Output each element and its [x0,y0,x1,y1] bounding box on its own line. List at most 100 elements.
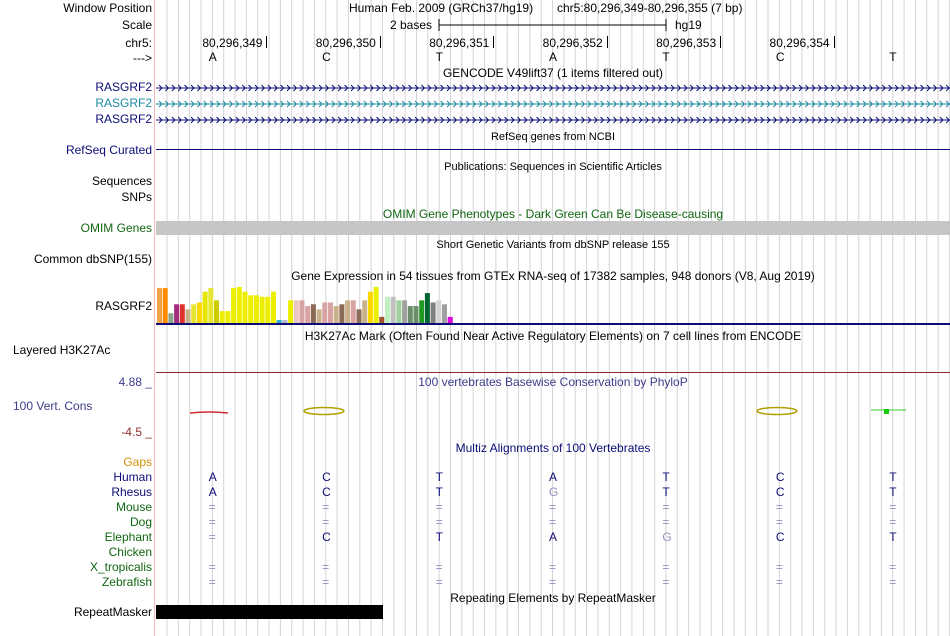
gtex-expression-chart[interactable] [156,284,950,326]
gtex-bar [373,287,379,323]
alignment-base: = [889,515,897,529]
label-dbsnp[interactable]: Common dbSNP(155) [33,252,152,266]
multiz-title[interactable]: Multiz Alignments of 100 Vertebrates [455,441,651,455]
gene-strand-arrow [945,100,950,108]
gene-strand-arrow [158,84,163,92]
gene-strand-arrow [446,116,451,124]
gene-strand-arrow [664,84,669,92]
assembly-name: Human Feb. 2009 (GRCh37/hg19) [349,1,534,15]
gene-strand-arrow [933,100,938,108]
ruler-tick [720,36,722,48]
gene-strand-arrow [734,116,739,124]
gtex-bar [362,300,368,323]
gene-strand-arrow [421,116,426,124]
gene-strand-arrow [395,116,400,124]
gene-strand-arrow [913,100,918,108]
gene-strand-arrow [561,84,566,92]
ruler-base: T [435,50,443,64]
species-chicken: Chicken [108,545,152,559]
gene-strand-arrow [683,116,688,124]
gene-strand-arrow [382,84,387,92]
gene-strand-arrow [939,100,944,108]
h3k27ac-title[interactable]: H3K27Ac Mark (Often Found Near Active Re… [304,329,802,343]
gene-strand-arrow [689,116,694,124]
gene-label-3[interactable]: RASGRF2 [95,112,152,126]
gtex-bar [248,295,254,323]
h3k27ac-baseline [156,372,950,373]
gene-strand-arrow [478,116,483,124]
alignment-base: = [549,575,557,589]
gene-strand-arrow [632,84,637,92]
image-left-border [154,0,155,636]
gene-strand-arrow [721,100,726,108]
label-refseq[interactable]: RefSeq Curated [65,143,152,157]
label-sequences[interactable]: Sequences [91,174,152,188]
gene-strand-arrow [811,100,816,108]
repeatmasker-element[interactable] [156,605,383,619]
gene-strand-arrow [472,116,477,124]
gene-strand-arrow [241,84,246,92]
gtex-bar [442,304,447,323]
gene-strand-arrow [440,84,445,92]
gene-strand-arrow [376,116,381,124]
gene-strand-arrow [600,84,605,92]
gtex-bar [179,304,185,323]
position-readout: chr5:80,296,349-80,296,355 (7 bp) [557,1,743,15]
omim-gene-block[interactable] [156,221,950,235]
gtex-bar [265,296,271,323]
gencode-title[interactable]: GENCODE V49lift37 (1 items filtered out) [442,66,664,80]
dbsnp-title[interactable]: Short Genetic Variants from dbSNP releas… [436,239,670,251]
gencode-gene-tracks[interactable] [156,80,950,126]
phylop-title[interactable]: 100 vertebrates Basewise Conservation by… [418,375,688,389]
gene-strand-arrow [267,84,272,92]
gene-strand-arrow [728,116,733,124]
repeatmasker-title[interactable]: Repeating Elements by RepeatMasker [450,591,656,605]
refseq-gene-line[interactable] [156,149,950,150]
gene-label-2[interactable]: RASGRF2 [95,96,152,110]
gene-strand-arrow [209,100,214,108]
gtex-bar [356,309,362,323]
gene-strand-arrow [805,116,810,124]
label-h3k27ac[interactable]: Layered H3K27Ac [13,343,111,357]
phylop-track[interactable] [156,400,950,422]
gene-strand-arrow [587,84,592,92]
gene-strand-arrow [856,100,861,108]
gene-strand-arrow [920,84,925,92]
gtex-bar [168,313,174,323]
alignment-base: = [775,575,783,589]
refseq-title[interactable]: RefSeq genes from NCBI [490,131,616,143]
gene-strand-arrow [677,84,682,92]
gene-strand-arrow [625,84,630,92]
gene-strand-arrow [382,116,387,124]
gene-strand-arrow [293,84,298,92]
gene-strand-arrow [363,100,368,108]
alignment-base: G [662,530,672,544]
gtex-bar [396,300,402,323]
gene-strand-arrow [433,84,438,92]
label-snps[interactable]: SNPs [121,190,152,204]
gene-strand-arrow [325,84,330,92]
gene-strand-arrow [926,116,931,124]
label-gtex[interactable]: RASGRF2 [95,299,152,313]
omim-title[interactable]: OMIM Gene Phenotypes - Dark Green Can Be… [382,207,724,221]
gene-strand-arrow [325,100,330,108]
gene-strand-arrow [645,84,650,92]
ruler-base: A [549,50,558,64]
gtex-title[interactable]: Gene Expression in 54 tissues from GTEx … [291,269,815,283]
gene-strand-arrow [817,116,822,124]
gene-label-1[interactable]: RASGRF2 [95,80,152,94]
gene-strand-arrow [453,116,458,124]
label-omim[interactable]: OMIM Genes [80,221,152,235]
publications-title[interactable]: Publications: Sequences in Scientific Ar… [444,161,662,173]
alignment-base: = [435,560,443,574]
gene-strand-arrow [369,84,374,92]
gene-strand-arrow [805,84,810,92]
gtex-bar [407,306,413,323]
gtex-bar [305,306,311,323]
label-phylop[interactable]: 100 Vert. Cons [13,399,93,413]
gtex-bar [202,291,208,323]
label-repeatmasker[interactable]: RepeatMasker [73,605,152,619]
gene-strand-arrow [657,84,662,92]
gene-strand-arrow [862,100,867,108]
gene-strand-arrow [504,84,509,92]
